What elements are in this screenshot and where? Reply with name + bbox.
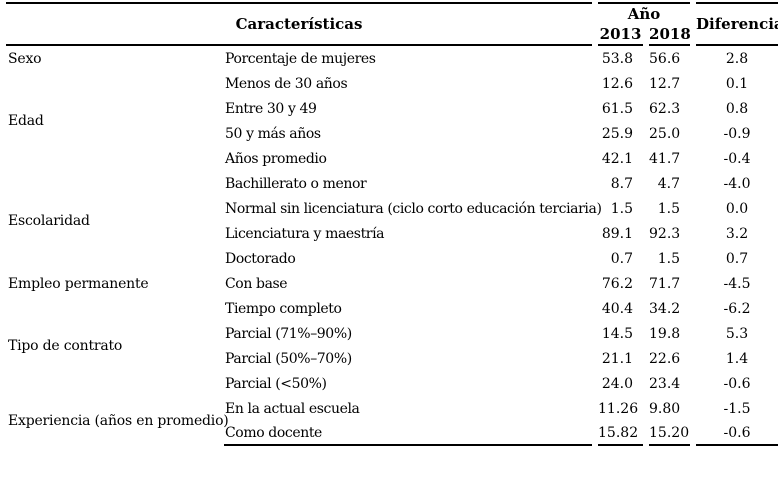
table-row: Experiencia (años en promedio) En la act… — [6, 396, 778, 430]
value-2018: 62.3 — [649, 100, 681, 117]
table-row: Como docente 15.82 15.20 -0.6 — [6, 421, 778, 446]
table-body: Sexo Porcentaje de mujeres 53.8 56.6 2.8… — [6, 46, 778, 446]
value-2018: 1.5 — [657, 200, 681, 217]
value-diferencia: 3.2 — [725, 225, 749, 242]
value-2018: 15.20 — [649, 421, 691, 446]
value-diferencia: -0.4 — [723, 150, 751, 167]
value-2013: 15.82 — [598, 421, 644, 446]
group-label-tipo-de-contrato: Tipo de contrato — [8, 338, 123, 354]
value-2013: 53.8 — [601, 50, 634, 67]
value-2018: 19.8 — [649, 325, 681, 342]
value-diferencia: -4.0 — [723, 175, 751, 192]
header-year-2013: 2013 — [598, 24, 644, 46]
group-label-sexo: Sexo — [8, 50, 42, 67]
row-label: Bachillerato o menor — [225, 175, 367, 192]
table-row: Normal sin licenciatura (ciclo corto edu… — [6, 196, 778, 221]
table-row: Parcial (<50%) 24.0 23.4 -0.6 — [6, 371, 778, 396]
value-2018: 1.5 — [657, 250, 681, 267]
value-2013: 1.5 — [610, 200, 634, 217]
value-2013: 21.1 — [601, 350, 634, 367]
value-2018: 41.7 — [649, 150, 681, 167]
table-header: Características Año Diferencia 2013 2018 — [6, 2, 778, 46]
header-row-1: Características Año Diferencia — [6, 2, 778, 46]
group-label-empleo-permanente: Empleo permanente — [8, 275, 149, 292]
table-row: Empleo permanente Con base 76.2 71.7 -4.… — [6, 271, 778, 296]
value-2018: 34.2 — [649, 300, 681, 317]
value-2013: 89.1 — [601, 225, 634, 242]
row-label: Parcial (71%–90%) — [225, 325, 352, 342]
table-row: Años promedio 42.1 41.7 -0.4 — [6, 146, 778, 171]
row-label: Normal sin licenciatura (ciclo corto edu… — [225, 200, 602, 217]
characteristics-table: Características Año Diferencia 2013 2018… — [0, 2, 778, 446]
value-2018: 56.6 — [649, 50, 681, 67]
row-label: Años promedio — [225, 150, 327, 167]
table-row: Edad Menos de 30 años 12.6 12.7 0.1 — [6, 71, 778, 130]
row-label: Doctorado — [225, 250, 296, 267]
group-label-escolaridad: Escolaridad — [8, 213, 90, 229]
header-year-2018: 2018 — [649, 24, 691, 46]
value-2013: 8.7 — [610, 175, 634, 192]
value-2013: 40.4 — [601, 300, 634, 317]
value-diferencia: 2.8 — [725, 50, 749, 67]
table-row: Escolaridad Bachillerato o menor 8.7 4.7… — [6, 171, 778, 230]
value-diferencia: -1.5 — [723, 400, 751, 417]
value-2013: 12.6 — [601, 75, 634, 92]
value-2013: 42.1 — [601, 150, 634, 167]
table-row: 50 y más años 25.9 25.0 -0.9 — [6, 121, 778, 146]
header-caracteristicas: Características — [6, 2, 593, 46]
value-diferencia: 0.8 — [725, 100, 749, 117]
row-label: Entre 30 y 49 — [225, 100, 317, 117]
value-diferencia: 1.4 — [725, 350, 749, 367]
row-label: Tiempo completo — [225, 300, 342, 317]
value-diferencia: 0.7 — [725, 250, 749, 267]
value-diferencia: -0.6 — [723, 375, 751, 392]
value-2013: 0.7 — [610, 250, 634, 267]
value-2018: 4.7 — [657, 175, 681, 192]
table-row: Parcial (71%–90%) 14.5 19.8 5.3 — [6, 321, 778, 346]
value-diferencia: -0.9 — [723, 125, 751, 142]
row-label: Como docente — [224, 421, 593, 446]
table-row: Tipo de contrato Tiempo completo 40.4 34… — [6, 296, 778, 355]
header-diferencia: Diferencia — [696, 2, 778, 46]
value-diferencia: -4.5 — [723, 275, 751, 292]
row-label: En la actual escuela — [225, 400, 360, 417]
value-2018: 23.4 — [649, 375, 681, 392]
value-2018: 25.0 — [649, 125, 681, 142]
value-diferencia: 0.1 — [725, 75, 749, 92]
value-diferencia: -6.2 — [723, 300, 751, 317]
row-label: Licenciatura y maestría — [225, 225, 385, 242]
table-row: Doctorado 0.7 1.5 0.7 — [6, 246, 778, 271]
value-2018: 12.7 — [649, 75, 681, 92]
value-2018: 22.6 — [649, 350, 681, 367]
row-label: Porcentaje de mujeres — [225, 50, 376, 67]
row-label: Parcial (<50%) — [225, 375, 327, 392]
value-2013: 61.5 — [601, 100, 634, 117]
value-2013: 14.5 — [601, 325, 634, 342]
value-2018: 92.3 — [649, 225, 681, 242]
group-label-experiencia: Experiencia (años en promedio) — [8, 413, 229, 429]
value-2018: 71.7 — [649, 275, 681, 292]
header-ano: Año — [598, 2, 691, 24]
value-2013: 76.2 — [601, 275, 634, 292]
row-label: Menos de 30 años — [225, 75, 348, 92]
row-label: Con base — [225, 275, 288, 292]
value-2013: 25.9 — [601, 125, 634, 142]
row-label: Parcial (50%–70%) — [225, 350, 352, 367]
table-row: Parcial (50%–70%) 21.1 22.6 1.4 — [6, 346, 778, 371]
table-row: Entre 30 y 49 61.5 62.3 0.8 — [6, 96, 778, 121]
row-label: 50 y más años — [225, 125, 321, 142]
value-2013: 11.26 — [598, 400, 639, 417]
header-row-2: 2013 2018 — [6, 24, 778, 46]
value-diferencia: 0.0 — [725, 200, 749, 217]
value-diferencia: 5.3 — [725, 325, 749, 342]
group-label-edad: Edad — [8, 113, 44, 129]
table-row: Licenciatura y maestría 89.1 92.3 3.2 — [6, 221, 778, 246]
value-2018: 9.80 — [649, 400, 681, 417]
value-2013: 24.0 — [601, 375, 634, 392]
table-row: Sexo Porcentaje de mujeres 53.8 56.6 2.8 — [6, 46, 778, 71]
value-diferencia: -0.6 — [696, 421, 778, 446]
